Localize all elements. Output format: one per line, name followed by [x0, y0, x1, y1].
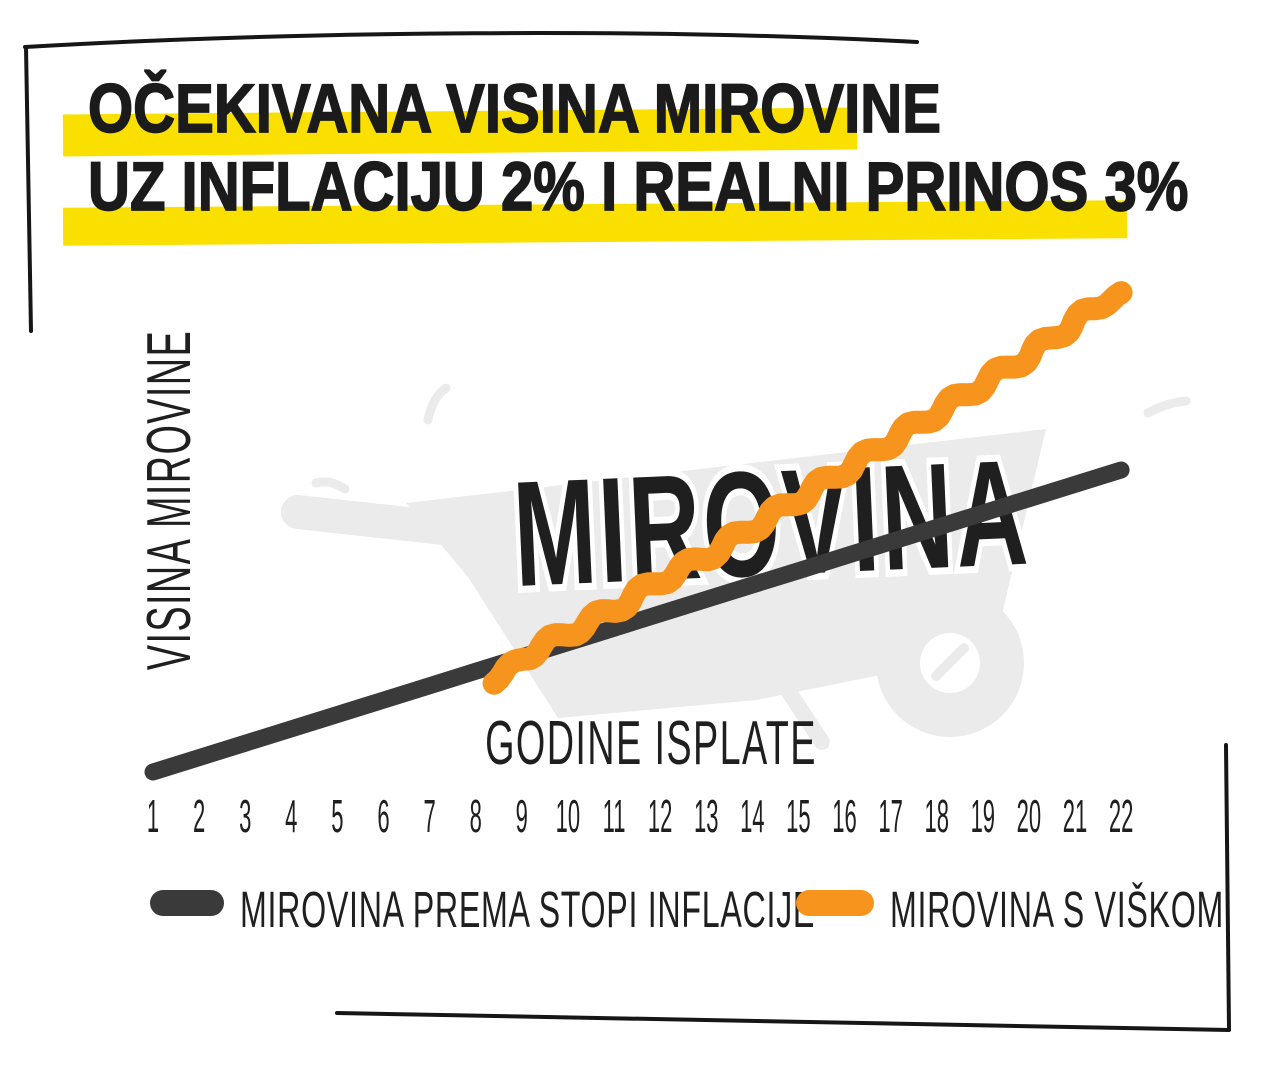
x-tick-13: 13	[694, 790, 718, 842]
series-layer	[144, 281, 1133, 781]
x-axis-ticks: 1 2 3 4 5 6 7 8 9 10 11 12 13 14 15 16 17 18 19 20 21 22	[147, 790, 1133, 842]
watermark-accent-left	[423, 383, 451, 425]
frame-right-line	[1224, 743, 1231, 1031]
x-tick-22: 22	[1109, 790, 1133, 842]
x-tick-4: 4	[285, 790, 297, 842]
x-tick-8: 8	[470, 790, 482, 842]
wheelbarrow-handle-grip	[311, 477, 350, 494]
x-axis-label: GODINE ISPLATE	[485, 707, 817, 777]
x-tick-20: 20	[1017, 790, 1041, 842]
hand-drawn-frame	[23, 31, 1231, 1032]
x-tick-2: 2	[193, 790, 205, 842]
x-tick-10: 10	[556, 790, 580, 842]
frame-left-line	[24, 45, 33, 333]
x-tick-7: 7	[423, 790, 435, 842]
x-tick-5: 5	[331, 790, 343, 842]
x-tick-14: 14	[740, 790, 764, 842]
x-tick-15: 15	[786, 790, 810, 842]
x-tick-18: 18	[924, 790, 948, 842]
x-tick-1: 1	[147, 790, 159, 842]
frame-bottom-line	[335, 1011, 1231, 1032]
x-tick-11: 11	[603, 790, 626, 842]
chart-title-line-2: UZ INFLACIJU 2% I REALNI PRINOS 3%	[87, 147, 1189, 225]
x-tick-17: 17	[878, 790, 902, 842]
wheelbarrow-wheel-spoke	[931, 643, 969, 681]
line-pension-inflation	[144, 461, 1130, 781]
x-tick-19: 19	[971, 790, 995, 842]
wheelbarrow-leg	[750, 637, 830, 750]
x-tick-21: 21	[1063, 790, 1087, 842]
frame-top-line	[23, 31, 919, 49]
x-tick-6: 6	[377, 790, 389, 842]
line-pension-surplus	[482, 281, 1133, 695]
x-tick-12: 12	[648, 790, 672, 842]
title-block: OČEKIVANA VISINA MIROVINE UZ INFLACIJU 2…	[0, 0, 1261, 260]
chart-title-line-1: OČEKIVANA VISINA MIROVINE	[87, 69, 941, 147]
x-tick-16: 16	[832, 790, 856, 842]
y-axis-label: VISINA MIROVINE	[133, 330, 203, 670]
watermark-accent-right	[1143, 396, 1191, 418]
x-tick-3: 3	[239, 790, 251, 842]
x-tick-9: 9	[516, 790, 528, 842]
